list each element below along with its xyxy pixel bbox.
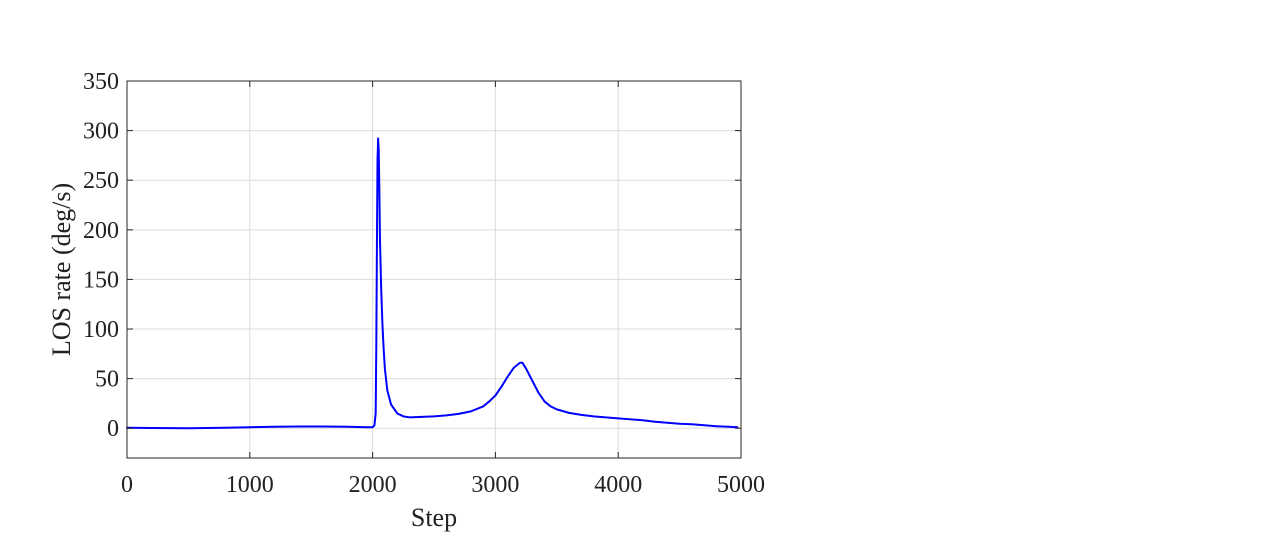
tick-layer: 0 1000 2000 3000 4000 5000 0 50 100 150 200 250 300 3… [83,69,765,498]
series-line-0 [126,137,739,430]
y-tick-label: 250 [83,168,119,194]
series-layer [126,137,739,430]
y-tick-label: 100 [83,317,119,343]
y-tick-label: 200 [83,218,119,244]
y-tick-label: 300 [83,119,119,145]
y-tick-label: 150 [83,267,119,293]
x-tick-label: 4000 [594,472,642,498]
plot-frame [126,80,742,459]
y-tick-label: 0 [107,416,119,442]
grid-layer [126,80,742,458]
x-tick-label: 0 [121,472,133,498]
x-tick-label: 3000 [471,472,519,498]
x-tick-label: 1000 [226,472,274,498]
y-tick-label: 50 [95,367,119,393]
y-tick-label: 350 [83,69,119,95]
x-tick-label: 2000 [349,472,397,498]
x-axis-label: Step [411,503,457,532]
x-tick-label: 5000 [717,472,765,498]
y-axis-label: LOS rate (deg/s) [47,183,76,356]
